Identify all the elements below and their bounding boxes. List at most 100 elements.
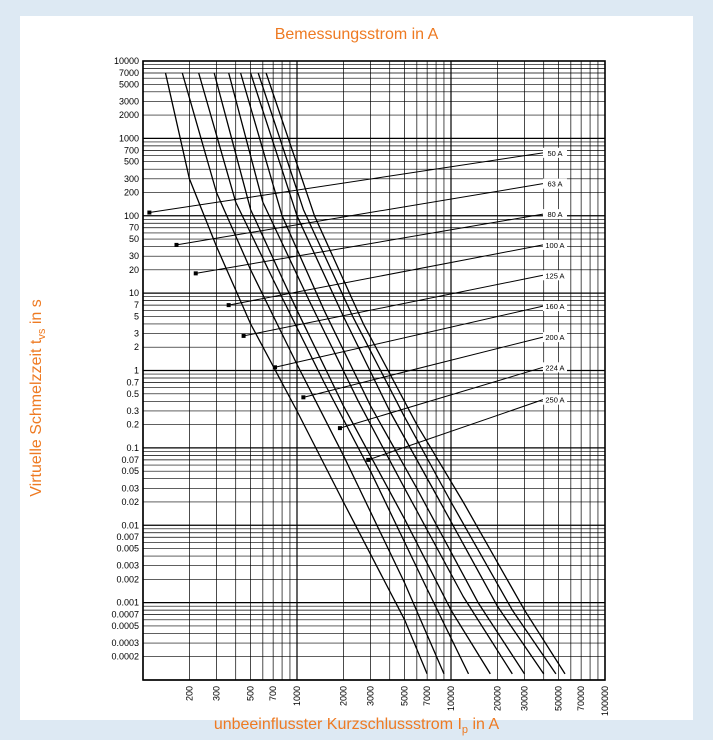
y-tick-label: 3: [134, 329, 139, 339]
series-label-bg: [542, 209, 567, 220]
chart-title: Bemessungsstrom in A: [274, 26, 439, 43]
series-leader-line: [149, 152, 544, 214]
series-label-bg: [542, 394, 567, 405]
y-tick-label: 0.05: [121, 466, 139, 476]
y-tick-label: 0.0005: [111, 621, 139, 631]
y-tick-label: 1000: [119, 133, 139, 143]
y-tick-label: 5: [134, 311, 139, 321]
series-marker: [337, 426, 342, 431]
y-tick-label: 5000: [119, 79, 139, 89]
x-tick-label: 1000: [292, 686, 302, 706]
x-tick-label: 10000: [446, 686, 456, 711]
x-tick-label: 70000: [576, 686, 586, 711]
y-tick-label: 200: [124, 187, 139, 197]
series-marker: [226, 303, 231, 308]
x-axis-title-sub: p: [461, 724, 469, 737]
y-tick-label: 500: [124, 157, 139, 167]
y-tick-label: 1: [134, 366, 139, 376]
y-tick-label: 0.02: [121, 497, 139, 507]
y-tick-label: 7: [134, 300, 139, 310]
x-tick-label: 300: [211, 686, 221, 701]
y-tick-label: 0.0007: [111, 610, 139, 620]
series-leader-line: [176, 183, 544, 246]
y-tick-label: 100: [124, 211, 139, 221]
series-label: 200 A: [545, 333, 564, 342]
series-label-bg: [542, 178, 567, 189]
series-marker: [301, 395, 306, 400]
y-tick-label: 0.003: [116, 561, 139, 571]
series-label-bg: [542, 147, 567, 158]
series-marker: [147, 210, 152, 215]
x-tick-label: 700: [268, 686, 278, 701]
x-tick-label: 50000: [554, 686, 564, 711]
y-tick-label: 20: [129, 265, 139, 275]
y-tick-label: 10: [129, 288, 139, 298]
series-marker: [174, 242, 179, 247]
y-tick-label: 300: [124, 174, 139, 184]
series-leader-line: [274, 305, 544, 368]
series-label: 224 A: [545, 363, 564, 372]
y-tick-label: 0.03: [121, 483, 139, 493]
series-curve: [265, 72, 566, 675]
series-curve: [228, 72, 513, 675]
series-label-bg: [542, 270, 567, 281]
series-label: 63 A: [547, 180, 562, 189]
series-label: 125 A: [545, 271, 564, 280]
series-leader-line: [243, 274, 544, 337]
series-marker: [273, 365, 278, 370]
x-axis-title: unbeeinflusster Kurzschlussstrom Ip in A: [0, 716, 713, 736]
y-tick-label: 0.001: [116, 598, 139, 608]
series-curve: [239, 72, 526, 675]
series-label-bg: [542, 301, 567, 312]
x-tick-label: 200: [184, 686, 194, 701]
x-axis-title-main: unbeeinflusster Kurzschlussstrom I: [213, 716, 462, 733]
series-curve: [249, 72, 545, 675]
series-label: 250 A: [545, 396, 564, 405]
x-tick-label: 30000: [519, 686, 529, 711]
y-tick-label: 0.7: [126, 377, 139, 387]
y-tick-label: 0.2: [126, 420, 139, 430]
y-tick-label: 700: [124, 145, 139, 155]
y-tick-label: 0.1: [126, 443, 139, 453]
x-axis-title-suffix: in A: [468, 716, 500, 733]
y-tick-label: 0.3: [126, 406, 139, 416]
y-tick-label: 0.0003: [111, 638, 139, 648]
y-tick-label: 50: [129, 234, 139, 244]
x-tick-label: 7000: [422, 686, 432, 706]
series-leader-line: [195, 213, 544, 274]
series-label: 160 A: [545, 302, 564, 311]
series-leader-line: [228, 244, 544, 306]
x-tick-label: 500: [246, 686, 256, 701]
y-tick-label: 3000: [119, 96, 139, 106]
x-tick-label: 5000: [400, 686, 410, 706]
y-tick-label: 0.5: [126, 389, 139, 399]
y-tick-label: 7000: [119, 68, 139, 78]
y-tick-label: 0.0002: [111, 652, 139, 662]
y-tick-label: 70: [129, 223, 139, 233]
y-tick-label: 0.002: [116, 574, 139, 584]
series-curve: [213, 72, 491, 675]
x-tick-label: 100000: [600, 686, 610, 716]
series-curve: [181, 72, 445, 675]
series-leader-line: [339, 366, 544, 429]
series-label-bg: [542, 239, 567, 250]
y-tick-label: 2: [134, 342, 139, 352]
series-curve: [257, 72, 557, 675]
series-marker: [366, 457, 371, 462]
series-curve: [198, 72, 470, 675]
series-label-bg: [542, 362, 567, 373]
series-marker: [193, 271, 198, 276]
series-marker: [241, 333, 246, 338]
x-tick-label: 3000: [365, 686, 375, 706]
y-tick-label: 2000: [119, 110, 139, 120]
y-tick-label: 0.007: [116, 532, 139, 542]
y-tick-label: 0.01: [121, 520, 139, 530]
y-tick-label: 30: [129, 251, 139, 261]
x-tick-label: 2000: [338, 686, 348, 706]
plot-border: [142, 60, 606, 681]
y-tick-label: 0.07: [121, 455, 139, 465]
x-tick-label: 20000: [492, 686, 502, 711]
series-label: 80 A: [547, 210, 562, 219]
series-label: 50 A: [547, 149, 562, 158]
